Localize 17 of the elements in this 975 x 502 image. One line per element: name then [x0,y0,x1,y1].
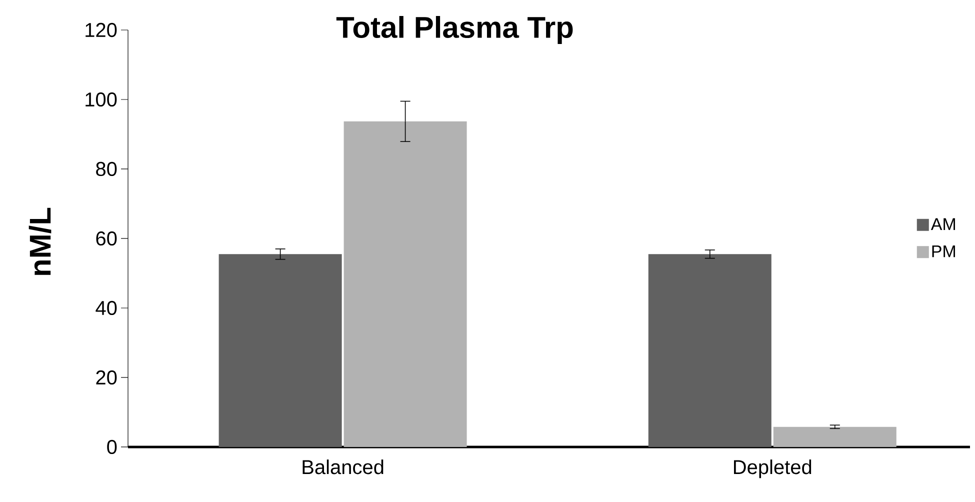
legend-label: AM [930,218,955,230]
y-tick-label: 80 [96,162,117,176]
y-tick-label: 20 [96,370,117,385]
legend-label: PM [932,245,955,258]
y-tick-label: 0 [107,440,117,454]
y-tick-label: 40 [96,300,117,316]
bar [648,254,772,447]
y-tick-label: 60 [96,231,117,246]
x-tick-label: Balanced [302,460,384,474]
bar [218,254,342,447]
x-tick-label: Depleted [734,460,812,478]
y-tick-label: 100 [86,92,117,107]
y-axis-title: nM/L [28,208,52,275]
bar [344,121,467,447]
bar [773,426,896,447]
y-tick-label: 120 [86,22,117,38]
chart-title: Total Plasma Trp [336,16,573,44]
